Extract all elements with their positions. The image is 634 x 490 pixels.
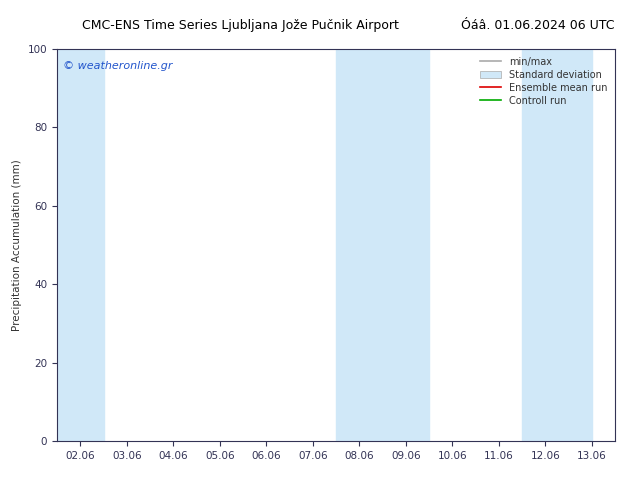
Bar xyxy=(57,49,103,441)
Text: Óáâ. 01.06.2024 06 UTC: Óáâ. 01.06.2024 06 UTC xyxy=(462,19,615,32)
Bar xyxy=(522,49,592,441)
Bar xyxy=(336,49,429,441)
Legend: min/max, Standard deviation, Ensemble mean run, Controll run: min/max, Standard deviation, Ensemble me… xyxy=(477,54,610,108)
Text: CMC-ENS Time Series Ljubljana Jože Pučnik Airport: CMC-ENS Time Series Ljubljana Jože Pučni… xyxy=(82,19,399,32)
Y-axis label: Precipitation Accumulation (mm): Precipitation Accumulation (mm) xyxy=(12,159,22,331)
Text: © weatheronline.gr: © weatheronline.gr xyxy=(63,61,172,71)
